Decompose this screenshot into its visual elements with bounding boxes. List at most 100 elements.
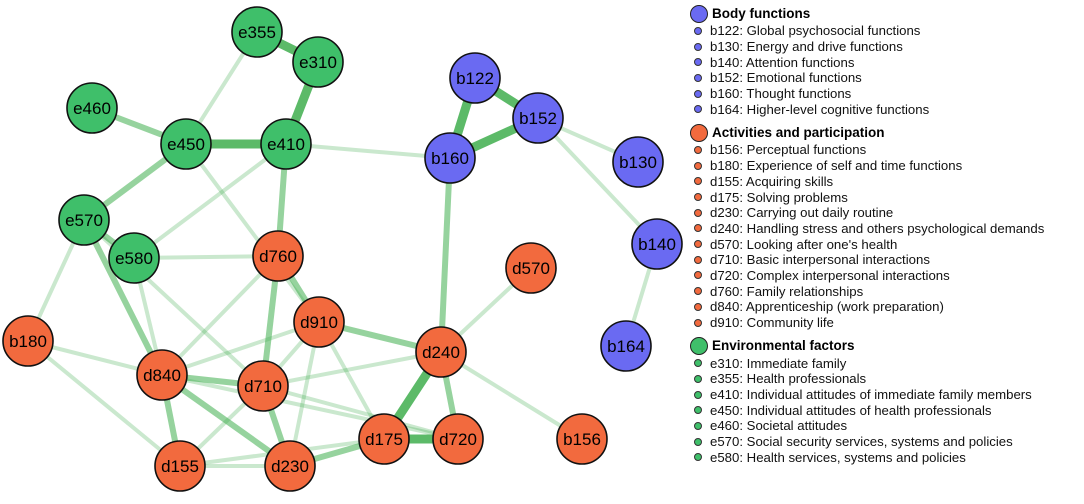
node-label: d760 <box>259 247 297 266</box>
node-circle <box>449 52 501 104</box>
node-b152: b152 <box>512 92 564 144</box>
legend-dot <box>694 437 702 446</box>
node-label: b152 <box>519 109 557 128</box>
node-label: b122 <box>456 69 494 88</box>
node-circle <box>136 349 188 401</box>
legend-dot <box>694 145 702 154</box>
legend-group-environment: Environmental factors e310: Immediate fa… <box>690 336 1084 465</box>
activities-marker <box>690 123 708 142</box>
node-e310: e310 <box>292 36 344 88</box>
node-circle <box>556 413 608 465</box>
node-circle <box>160 118 212 170</box>
node-circle <box>252 230 304 282</box>
node-label: d910 <box>300 313 338 332</box>
node-circle <box>260 118 312 170</box>
legend-dot <box>694 271 702 280</box>
legend-item: b180: Experience of self and time functi… <box>690 158 1084 174</box>
node-d910: d910 <box>293 296 345 348</box>
node-label: d720 <box>439 430 477 449</box>
node-e570: e570 <box>58 194 110 246</box>
node-label: e460 <box>73 99 111 118</box>
legend-group-title: Activities and participation <box>712 125 885 141</box>
body-functions-marker <box>690 4 708 23</box>
node-label: d230 <box>271 457 309 476</box>
legend-group-title: Environmental factors <box>712 338 855 354</box>
legend-item: b156: Perceptual functions <box>690 142 1084 158</box>
legend-item: d175: Solving problems <box>690 189 1084 205</box>
node-circle <box>2 315 54 367</box>
node-circle <box>293 296 345 348</box>
legend-item: b140: Attention functions <box>690 54 1084 70</box>
legend-dot <box>694 42 702 51</box>
legend-item: e450: Individual attitudes of health pro… <box>690 402 1084 418</box>
node-e460: e460 <box>66 82 118 134</box>
node-label: d175 <box>365 430 403 449</box>
legend-dot <box>694 374 702 383</box>
node-circle <box>415 326 467 378</box>
edge-e450-d910 <box>184 142 321 324</box>
node-e450: e450 <box>160 118 212 170</box>
node-circle <box>154 440 206 492</box>
legend-item: e580: Health services, systems and polic… <box>690 450 1084 466</box>
legend-item: d240: Handling stress and others psychol… <box>690 221 1084 237</box>
node-label: d840 <box>143 366 181 385</box>
node-label: b180 <box>9 332 47 351</box>
node-e355: e355 <box>231 6 283 58</box>
node-label: b140 <box>638 235 676 254</box>
node-label: d570 <box>512 259 550 278</box>
legend-item: e310: Immediate family <box>690 355 1084 371</box>
node-circle <box>231 6 283 58</box>
legend-item: d230: Carrying out daily routine <box>690 205 1084 221</box>
legend-item: d710: Basic interpersonal interactions <box>690 252 1084 268</box>
legend-dot <box>694 224 702 233</box>
legend-item: e570: Social security services, systems … <box>690 434 1084 450</box>
legend-dot <box>694 73 702 82</box>
legend-item: e355: Health professionals <box>690 371 1084 387</box>
node-label: e580 <box>115 249 153 268</box>
legend-item: d720: Complex interpersonal interactions <box>690 268 1084 284</box>
legend-dot <box>694 421 702 430</box>
edge-d240-b156 <box>439 350 584 441</box>
edge-d710-d720 <box>261 384 460 441</box>
legend-dot <box>694 359 702 368</box>
node-circle <box>512 92 564 144</box>
node-d840: d840 <box>136 349 188 401</box>
node-label: b164 <box>607 337 645 356</box>
legend-dot <box>694 177 702 186</box>
node-d760: d760 <box>252 230 304 282</box>
node-circle <box>631 218 683 270</box>
legend-item: b122: Global psychosocial functions <box>690 23 1084 39</box>
legend-item: b130: Energy and drive functions <box>690 39 1084 55</box>
node-label: d710 <box>244 377 282 396</box>
node-label: e570 <box>65 211 103 230</box>
legend: Body functions b122: Global psychosocial… <box>690 4 1084 471</box>
edge-b160-d240 <box>438 155 453 355</box>
node-circle <box>237 360 289 412</box>
edge-d840-d720 <box>160 373 460 441</box>
node-label: e410 <box>267 135 305 154</box>
legend-item: d570: Looking after one's health <box>690 236 1084 252</box>
edge-d240-d710 <box>261 350 443 388</box>
node-b180: b180 <box>2 315 54 367</box>
legend-dot <box>694 390 702 399</box>
node-circle <box>424 132 476 184</box>
node-d230: d230 <box>264 440 316 492</box>
nodes: e355 e310 e460 e450 e410 e570 e580 b122 b152 b160… <box>2 6 683 492</box>
legend-item: d910: Community life <box>690 315 1084 331</box>
node-circle <box>358 413 410 465</box>
node-circle <box>505 242 557 294</box>
legend-group-title: Body functions <box>712 6 811 21</box>
legend-dot <box>694 255 702 264</box>
node-e580: e580 <box>108 232 160 284</box>
legend-dot <box>694 453 702 462</box>
legend-dot <box>694 208 702 217</box>
edge-d760-d840 <box>160 254 280 377</box>
node-circle <box>612 136 664 188</box>
node-d175: d175 <box>358 413 410 465</box>
node-b140: b140 <box>631 218 683 270</box>
node-label: e355 <box>238 23 276 42</box>
node-circle <box>264 440 316 492</box>
legend-dot <box>694 105 702 114</box>
legend-item: b160: Thought functions <box>690 86 1084 102</box>
node-circle <box>432 413 484 465</box>
